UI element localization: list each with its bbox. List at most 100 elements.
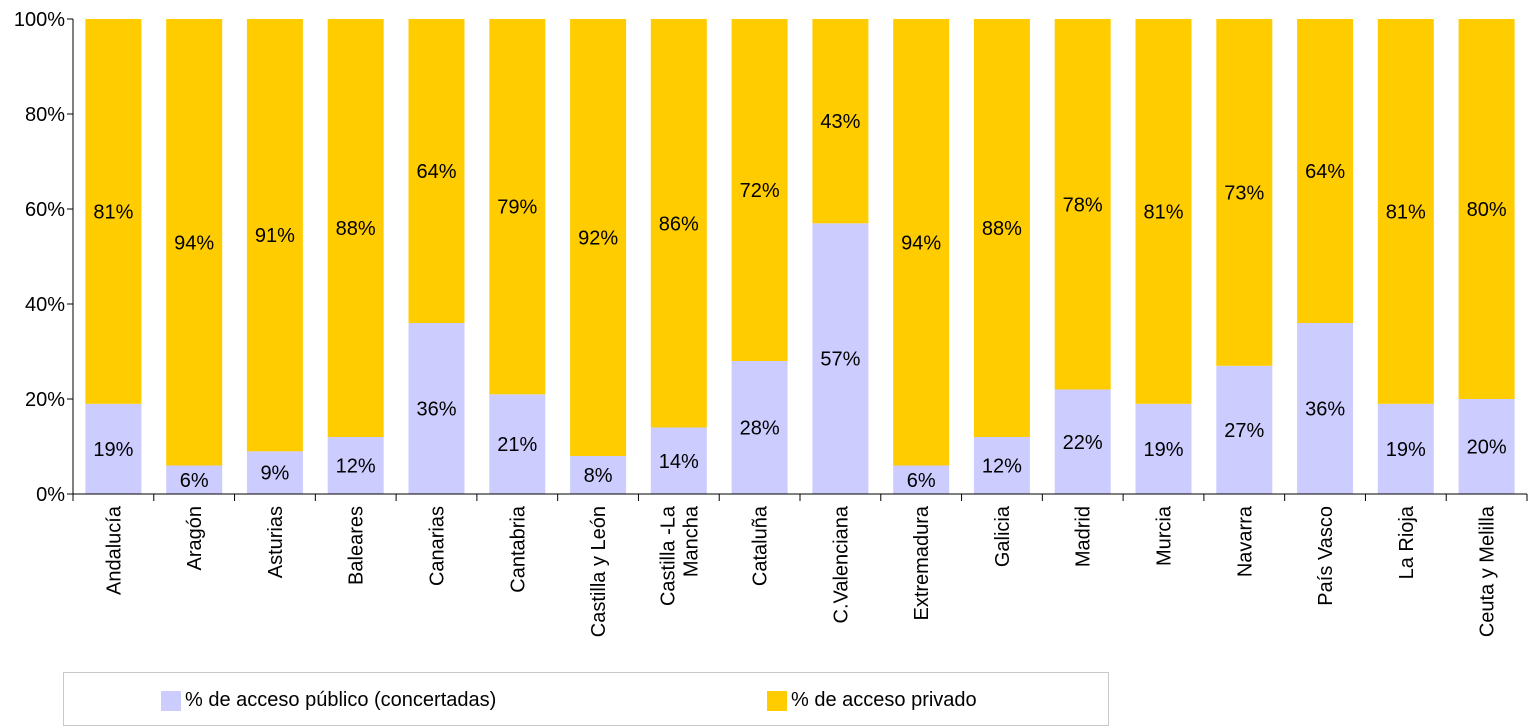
bar-private: [408, 19, 465, 323]
bar-public: [973, 437, 1030, 494]
data-label-private: 64%: [1305, 161, 1345, 183]
data-label-private: 79%: [497, 197, 537, 219]
data-label-public: 12%: [982, 456, 1022, 478]
bar-private: [327, 19, 384, 437]
bar-public: [246, 451, 303, 495]
bar-private: [893, 19, 950, 466]
x-tick-label: Ceuta y Melilla: [1477, 505, 1499, 637]
data-label-private: 43%: [820, 111, 860, 133]
data-label-public: 6%: [180, 470, 209, 492]
data-label-public: 27%: [1224, 420, 1264, 442]
bar-public: [731, 361, 788, 494]
data-label-private: 88%: [982, 218, 1022, 240]
data-label-private: 81%: [1143, 201, 1183, 223]
bar-private: [812, 19, 869, 224]
bar-public: [1216, 365, 1273, 495]
data-label-public: 19%: [93, 439, 133, 461]
data-label-private: 72%: [740, 180, 780, 202]
data-label-public: 21%: [497, 434, 537, 456]
bar-public: [893, 465, 950, 494]
data-label-private: 94%: [901, 232, 941, 254]
data-label-private: 81%: [93, 201, 133, 223]
x-tick-label: Galicia: [992, 505, 1014, 567]
x-tick-label: Canarias: [427, 506, 449, 586]
bar-public: [812, 223, 869, 495]
x-tick-label: Madrid: [1073, 506, 1095, 567]
x-tick-label: Baleares: [346, 506, 368, 585]
legend-label-private: % de acceso privado: [791, 689, 977, 711]
bar-public: [1054, 389, 1111, 494]
x-tick-label: Navarra: [1234, 505, 1256, 577]
data-label-public: 57%: [820, 349, 860, 371]
data-label-public: 22%: [1063, 432, 1103, 454]
data-label-public: 14%: [659, 451, 699, 473]
x-tick-label: Castilla -LaMancha: [657, 505, 702, 606]
data-label-public: 12%: [336, 456, 376, 478]
legend-label-public: % de acceso público (concertadas): [185, 689, 497, 711]
x-tick-label: Castilla y León: [588, 506, 610, 637]
bar-public: [489, 394, 546, 495]
bar-private: [731, 19, 788, 361]
bar-private: [1458, 19, 1515, 399]
data-label-public: 28%: [740, 418, 780, 440]
x-tick-label: Cataluña: [750, 505, 772, 586]
bar-private: [650, 19, 707, 428]
data-label-public: 19%: [1386, 439, 1426, 461]
x-tick-label: Cantabria: [507, 505, 529, 593]
bar-public: [570, 456, 627, 494]
bar-public: [1458, 399, 1515, 494]
bar-private: [973, 19, 1030, 437]
x-tick-label: La Rioja: [1396, 505, 1418, 579]
bar-public: [650, 427, 707, 494]
y-tick-label: 60%: [25, 199, 65, 221]
x-tick-label: Asturias: [265, 506, 287, 578]
data-label-public: 9%: [260, 463, 289, 485]
stacked-bar-chart: 19% 81% 6% 94% 9% 91% 12% 88% 36% 64% 21% 79% 8% 92% 1…: [14, 9, 1528, 637]
data-label-public: 19%: [1143, 439, 1183, 461]
x-tick-label: Andalucía: [103, 505, 125, 595]
bar-private: [166, 19, 223, 466]
bar-private: [570, 19, 627, 456]
bar-public: [408, 323, 465, 494]
y-tick-label: 20%: [25, 389, 65, 411]
data-label-private: 78%: [1063, 194, 1103, 216]
x-tick-label: Murcia: [1154, 505, 1176, 566]
data-label-private: 91%: [255, 225, 295, 247]
data-label-private: 86%: [659, 213, 699, 235]
bar-public: [327, 437, 384, 494]
data-label-private: 88%: [336, 218, 376, 240]
data-label-public: 6%: [907, 470, 936, 492]
legend-swatch-private: [767, 690, 787, 711]
y-tick-label: 100%: [14, 9, 65, 31]
bar-private: [1297, 19, 1354, 323]
data-label-public: 20%: [1467, 437, 1507, 459]
data-label-public: 36%: [1305, 399, 1345, 421]
data-label-private: 64%: [416, 161, 456, 183]
legend: % de acceso público (concertadas) % de a…: [63, 672, 1109, 726]
bar-private: [1135, 19, 1192, 404]
legend-item-public: % de acceso público (concertadas): [161, 689, 496, 712]
legend-item-private: % de acceso privado: [767, 689, 977, 712]
bar-private: [85, 19, 142, 404]
bar-private: [1054, 19, 1111, 390]
data-label-private: 81%: [1386, 201, 1426, 223]
data-label-private: 80%: [1467, 199, 1507, 221]
bar-private: [246, 19, 303, 452]
x-tick-label: Extremadura: [911, 505, 933, 620]
bar-public: [85, 403, 142, 495]
y-tick-label: 0%: [36, 484, 65, 506]
legend-swatch-public: [161, 690, 181, 711]
data-label-public: 8%: [584, 465, 613, 487]
x-tick-label: País Vasco: [1315, 506, 1337, 606]
x-tick-label: C.Valenciana: [830, 505, 852, 623]
data-label-private: 94%: [174, 232, 214, 254]
bar-private: [489, 19, 546, 395]
bar-public: [1135, 403, 1192, 495]
data-label-private: 92%: [578, 228, 618, 250]
bar-public: [1297, 323, 1354, 494]
data-label-private: 73%: [1224, 182, 1264, 204]
bar-private: [1216, 19, 1273, 366]
bar-private: [1377, 19, 1434, 404]
x-tick-label: Aragón: [184, 506, 206, 571]
